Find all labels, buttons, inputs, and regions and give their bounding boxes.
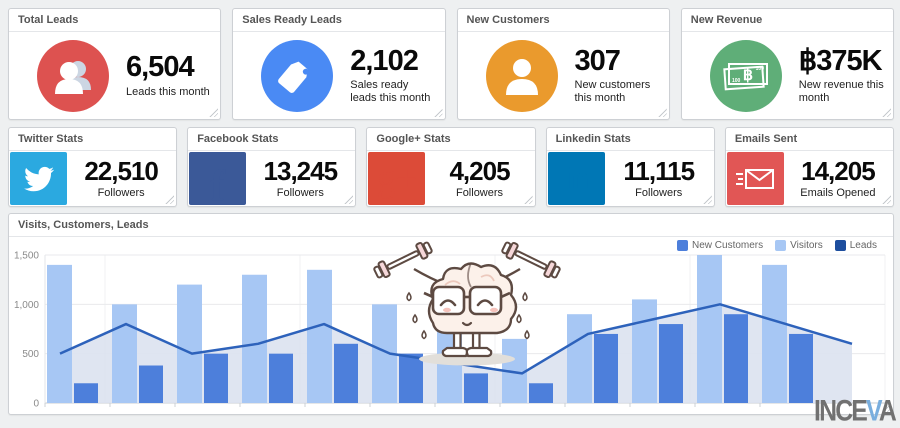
resize-grip[interactable]	[343, 194, 354, 204]
card-title: Emails Sent	[725, 128, 894, 151]
users-icon	[37, 39, 109, 112]
stat-subtitle: Followers	[455, 186, 504, 199]
legend-item-new-customers[interactable]: New Customers	[677, 240, 763, 251]
card-title: Google+ Stats	[367, 128, 535, 151]
legend-label: Visitors	[790, 240, 823, 251]
banknote-icon: ฿ 100 100	[709, 39, 782, 112]
y-axis-tick-label: 500	[22, 349, 39, 360]
facebook-f-glyph: f	[210, 160, 226, 210]
googleplus-glyph: g+	[376, 157, 418, 200]
card-total-leads[interactable]: Total Leads 6,504 Leads this month	[8, 8, 222, 120]
tag-icon	[261, 39, 334, 112]
card-emails-sent[interactable]: Emails Sent 14,205 Emails Opened	[724, 127, 895, 207]
card-sales-ready-leads[interactable]: Sales Ready Leads 2,102 Sales ready lead…	[232, 8, 446, 120]
legend-swatch	[775, 240, 787, 251]
linkedin-icon: in	[547, 152, 605, 205]
svg-text:100: 100	[732, 78, 741, 84]
chart-panel-title: Visits, Customers, Leads	[9, 214, 893, 237]
stat-subtitle: Followers	[635, 186, 683, 199]
inceva-logo: INCEVA	[814, 394, 897, 428]
resize-grip[interactable]	[881, 107, 891, 117]
user-icon	[485, 39, 558, 112]
stat-value: 14,205	[801, 156, 876, 187]
stat-subtitle: New customers this month	[574, 79, 651, 105]
facebook-icon: f	[189, 152, 247, 210]
chart-legend: New Customers Visitors Leads	[677, 240, 877, 251]
card-title: Twitter Stats	[9, 128, 177, 151]
resize-grip[interactable]	[701, 194, 712, 204]
svg-text:100: 100	[755, 66, 764, 72]
legend-item-leads[interactable]: Leads	[834, 240, 877, 251]
resize-grip[interactable]	[881, 194, 892, 204]
card-title: Sales Ready Leads	[233, 9, 445, 32]
resize-grip[interactable]	[522, 194, 533, 204]
stat-subtitle: Leads this month	[126, 85, 210, 98]
card-title: Total Leads	[9, 9, 221, 32]
stat-value: 11,115	[623, 156, 695, 187]
twitter-icon	[10, 152, 67, 205]
stat-subtitle: Emails Opened	[800, 186, 876, 199]
logo-v: V	[866, 394, 881, 427]
y-axis-tick-label: 1,500	[14, 251, 39, 262]
stat-subtitle: New revenue this month	[798, 79, 884, 105]
customers-bars	[74, 314, 813, 403]
resize-grip[interactable]	[432, 107, 443, 117]
card-new-customers[interactable]: New Customers 307 New customers this mon…	[456, 8, 670, 120]
legend-swatch	[677, 240, 688, 251]
stat-card-row: Total Leads 6,504 Leads this month Sales…	[8, 8, 894, 120]
stat-value: 6,504	[126, 51, 195, 84]
y-axis-tick-label: 1,000	[14, 300, 39, 311]
legend-item-visitors[interactable]: Visitors	[775, 240, 823, 251]
stat-subtitle: Followers	[97, 186, 145, 199]
legend-swatch	[834, 240, 846, 251]
card-facebook-stats[interactable]: Facebook Stats f 13,245 Followers	[187, 127, 357, 210]
stat-value: ฿375K	[798, 44, 883, 77]
logo-a: A	[878, 394, 897, 427]
legend-label: Leads	[849, 240, 877, 251]
resize-grip[interactable]	[208, 107, 219, 117]
card-title: New Revenue	[681, 9, 893, 32]
card-title: Linkedin Stats	[546, 128, 714, 151]
stat-subtitle: Followers	[276, 186, 324, 199]
svg-text:฿: ฿	[743, 67, 753, 84]
logo-text: INCE	[814, 394, 868, 427]
y-axis-tick-label: 0	[33, 399, 39, 410]
card-googleplus-stats[interactable]: Google+ Stats g+ 4,205 Followers	[366, 127, 536, 207]
linkedin-in-glyph: in	[563, 161, 590, 195]
stat-subtitle: Sales ready leads this month	[350, 79, 431, 105]
social-card-row: Twitter Stats 22,510 Followers Facebook …	[8, 127, 895, 210]
card-linkedin-stats[interactable]: Linkedin Stats in 11,115 Followers	[545, 127, 715, 207]
card-twitter-stats[interactable]: Twitter Stats 22,510 Followers	[8, 127, 178, 207]
card-title: Facebook Stats	[188, 128, 356, 151]
chart-panel: Visits, Customers, Leads New Customers Vi…	[8, 213, 894, 415]
legend-label: New Customers	[692, 240, 764, 251]
card-new-revenue[interactable]: New Revenue ฿ 100 100 ฿375K New revenue …	[680, 8, 894, 120]
card-title: New Customers	[457, 9, 669, 32]
stat-value: 22,510	[84, 156, 159, 187]
stat-value: 13,245	[263, 156, 339, 187]
stat-value: 307	[574, 44, 621, 77]
googleplus-icon: g+	[368, 152, 426, 205]
chart-svg[interactable]: 0 500 1,000 1,500	[9, 237, 893, 413]
email-icon	[726, 152, 784, 205]
resize-grip[interactable]	[164, 194, 175, 204]
resize-grip[interactable]	[656, 107, 667, 117]
stat-value: 2,102	[350, 44, 419, 77]
stat-value: 4,205	[449, 156, 510, 187]
resize-grip[interactable]	[881, 402, 891, 412]
